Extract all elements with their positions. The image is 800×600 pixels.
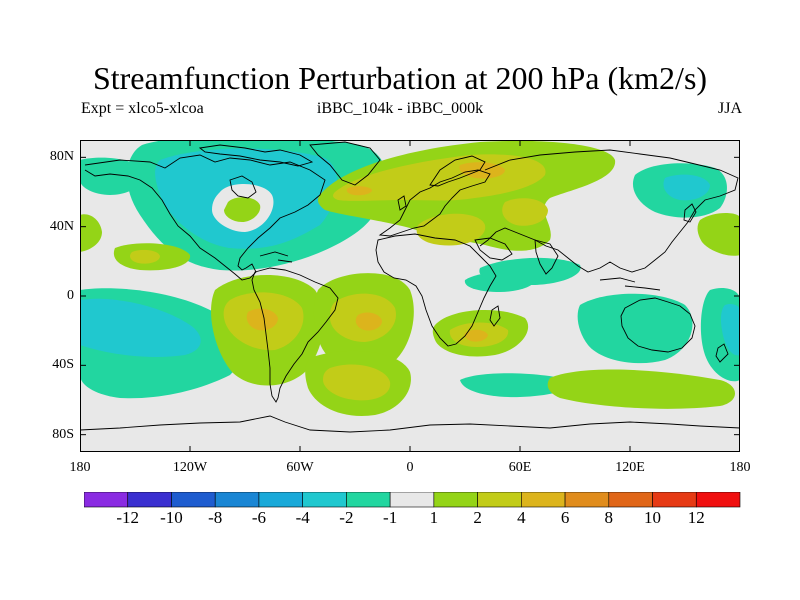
coastline-greenland bbox=[309, 141, 381, 186]
contour-region bbox=[80, 214, 102, 252]
colorbar-swatch bbox=[346, 492, 391, 508]
coastlines bbox=[80, 141, 740, 433]
colorbar-swatch bbox=[433, 492, 478, 508]
coastline-hudson bbox=[229, 175, 257, 199]
latitude-ticks bbox=[80, 156, 740, 436]
coastline-south-america bbox=[251, 267, 339, 403]
contour-region bbox=[246, 308, 278, 331]
contour-region bbox=[80, 157, 143, 195]
colorbar-label: -8 bbox=[208, 508, 223, 527]
coastline-britain bbox=[397, 195, 407, 211]
coastline-arctic-isles bbox=[198, 144, 314, 167]
contour-region bbox=[479, 257, 581, 285]
colorbar-label: -4 bbox=[295, 508, 310, 527]
colorbar-swatch bbox=[521, 492, 566, 508]
lon-tick-label: 180 bbox=[729, 460, 751, 475]
lon-tick-label: 60E bbox=[508, 460, 532, 475]
colorbar-swatch bbox=[258, 492, 303, 508]
longitude-ticks bbox=[80, 140, 740, 452]
colorbar-label: 2 bbox=[473, 508, 482, 527]
lon-tick-label: 0 bbox=[406, 460, 414, 475]
coastline-europe bbox=[378, 169, 491, 237]
coastline-madagascar bbox=[489, 305, 501, 327]
contour-region bbox=[80, 298, 201, 357]
coastline-arabia bbox=[474, 237, 513, 261]
colorbar-label: -2 bbox=[339, 508, 354, 527]
colorbar-swatch bbox=[389, 492, 435, 508]
coastline-new-zealand bbox=[715, 343, 729, 363]
colorbar-swatch bbox=[695, 492, 741, 508]
contour-region bbox=[460, 373, 571, 398]
colorbar-label: 10 bbox=[644, 508, 662, 527]
streamfunction-map bbox=[80, 140, 740, 452]
lat-tick-label: 40S bbox=[52, 357, 74, 373]
lat-tick-label: 80S bbox=[52, 426, 74, 442]
colorbar-label: 8 bbox=[604, 508, 614, 527]
coastline-antarctica bbox=[80, 415, 740, 433]
coastline-asia bbox=[479, 149, 739, 273]
lon-tick-label: 180 bbox=[69, 460, 91, 475]
lat-tick-label: 40N bbox=[49, 218, 74, 234]
contour-region bbox=[323, 364, 391, 401]
lat-tick-label: 0 bbox=[67, 288, 74, 303]
coastline-scandinavia bbox=[429, 155, 486, 187]
colorbar bbox=[84, 492, 741, 508]
colorbar-label: -12 bbox=[116, 508, 140, 527]
lon-tick-label: 60W bbox=[286, 460, 314, 475]
experiment-label: Expt = xlco5-xlcoa bbox=[81, 100, 204, 117]
coastline-caribbean bbox=[259, 251, 293, 263]
colorbar-label: -10 bbox=[160, 508, 183, 527]
contour-region bbox=[355, 312, 382, 331]
coastline-indonesia bbox=[599, 277, 661, 291]
contour-region bbox=[346, 186, 372, 196]
contour-region bbox=[502, 198, 548, 226]
case-label: iBBC_104k - iBBC_000k bbox=[316, 100, 484, 117]
plot-title: Streamfunction Perturbation at 200 hPa (… bbox=[92, 60, 708, 96]
contour-region bbox=[547, 369, 735, 409]
colorbar-label: 1 bbox=[429, 508, 439, 527]
colorbar-swatch bbox=[608, 492, 653, 508]
colorbar-swatch bbox=[127, 492, 172, 508]
coastline-australia bbox=[620, 297, 696, 353]
colorbar-swatch bbox=[302, 492, 347, 508]
contour-region bbox=[697, 213, 740, 256]
lat-tick-label: 80N bbox=[49, 149, 74, 165]
contour-region bbox=[577, 293, 693, 364]
contour-region bbox=[663, 174, 710, 201]
coastline-north-america bbox=[84, 154, 326, 281]
colorbar-swatch bbox=[84, 492, 129, 508]
colorbar-swatch bbox=[171, 492, 216, 508]
contour-region bbox=[464, 329, 488, 342]
coastline-india bbox=[534, 239, 559, 275]
colorbar-swatch bbox=[564, 492, 610, 508]
coastline-japan bbox=[683, 203, 697, 223]
colorbar-swatch bbox=[214, 492, 260, 508]
colorbar-label: 6 bbox=[560, 508, 570, 527]
colorbar-swatch bbox=[652, 492, 697, 508]
contour-region bbox=[224, 197, 261, 222]
colorbar-label: 4 bbox=[517, 508, 526, 527]
contour-region bbox=[721, 303, 740, 356]
lon-tick-label: 120E bbox=[615, 460, 645, 475]
colorbar-label: 12 bbox=[687, 508, 705, 527]
contour-region bbox=[130, 249, 160, 264]
colorbar-label: -6 bbox=[251, 508, 266, 527]
season-label: JJA bbox=[717, 100, 742, 117]
lon-tick-label: 120W bbox=[172, 460, 208, 475]
colorbar-swatch bbox=[477, 492, 522, 508]
coastline-africa bbox=[375, 233, 497, 347]
colorbar-label: -1 bbox=[383, 508, 398, 527]
